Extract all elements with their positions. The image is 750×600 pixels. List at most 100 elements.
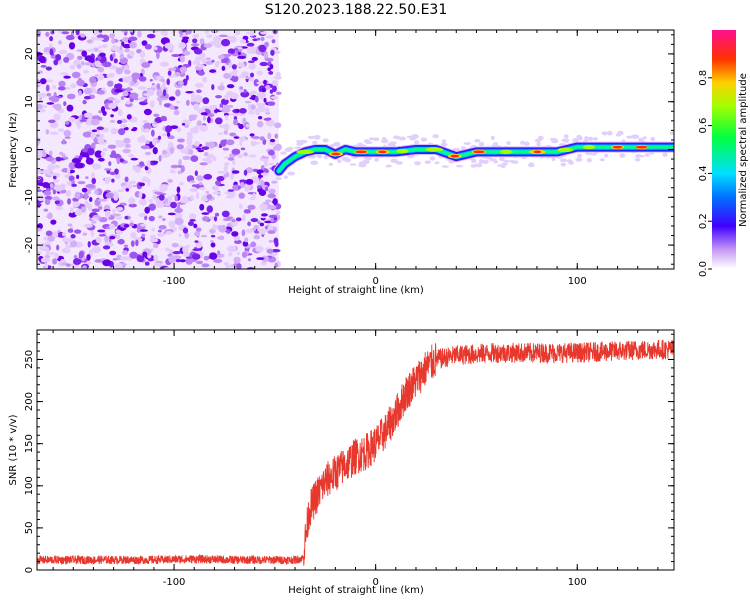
noise-speck: [217, 132, 223, 135]
noise-speck: [132, 166, 142, 172]
noise-speck: [58, 128, 65, 133]
noise-speck: [252, 38, 258, 42]
noise-speck: [142, 251, 148, 258]
noise-speck: [158, 194, 165, 201]
noise-speck: [274, 75, 282, 80]
noise-speck: [81, 61, 85, 66]
noise-speck: [221, 65, 226, 71]
noise-speck: [130, 240, 135, 247]
colorbar-label: Normalized spectral amplitude: [738, 73, 749, 227]
noise-speck: [52, 175, 57, 180]
snr-y-axis-label: SNR (10 * v/v): [8, 414, 19, 485]
noise-speck: [52, 178, 60, 183]
noise-speck: [84, 55, 94, 62]
noise-speck: [169, 104, 175, 110]
noise-speck: [174, 217, 184, 226]
noise-speck: [124, 48, 130, 53]
colorbar-tick-label: 0.8: [698, 70, 709, 86]
noise-speck: [225, 195, 235, 199]
noise-speck: [122, 91, 129, 97]
noise-speck: [99, 52, 106, 57]
noise-speck: [164, 42, 174, 49]
noise-speck: [170, 201, 177, 209]
noise-speck: [156, 232, 165, 237]
noise-speck: [202, 216, 210, 222]
ridge-halo-speck: [363, 139, 370, 144]
noise-speck: [193, 103, 200, 111]
noise-speck: [98, 234, 106, 237]
noise-speck: [264, 160, 268, 167]
noise-speck: [253, 79, 260, 87]
noise-speck: [98, 116, 103, 121]
noise-speck: [84, 62, 93, 66]
noise-speck: [44, 262, 49, 269]
noise-speck: [213, 184, 219, 192]
noise-speck: [109, 223, 116, 230]
noise-speck: [196, 175, 204, 182]
ridge-halo-speck: [310, 160, 319, 165]
noise-speck: [197, 63, 205, 68]
noise-speck: [105, 192, 114, 199]
noise-speck: [205, 60, 214, 65]
ridge-halo-speck: [434, 161, 440, 165]
ridge-halo-speck: [313, 134, 321, 140]
noise-speck: [179, 181, 184, 186]
noise-speck: [207, 113, 215, 118]
noise-speck: [158, 224, 167, 230]
noise-speck: [62, 231, 66, 237]
ridge-hotspot: [396, 148, 409, 154]
noise-speck: [144, 261, 150, 266]
noise-speck: [257, 104, 265, 111]
y-tick-label: 150: [24, 434, 35, 453]
noise-speck: [52, 189, 56, 195]
noise-speck: [176, 186, 181, 194]
noise-speck: [149, 234, 157, 240]
noise-speck: [128, 203, 137, 208]
noise-speck: [181, 30, 187, 33]
noise-speck: [175, 258, 182, 263]
noise-speck: [37, 30, 41, 38]
noise-speck: [163, 103, 172, 108]
noise-speck: [143, 128, 150, 133]
noise-speck: [242, 240, 249, 247]
noise-speck: [111, 178, 115, 183]
noise-speck: [83, 87, 93, 95]
noise-speck: [73, 255, 78, 259]
noise-speck: [90, 133, 96, 140]
noise-speck: [201, 146, 210, 151]
noise-speck: [77, 55, 83, 60]
noise-speck: [63, 156, 69, 160]
noise-speck: [71, 157, 82, 164]
noise-speck: [209, 252, 218, 260]
noise-speck: [238, 203, 243, 209]
noise-speck: [262, 157, 269, 163]
noise-speck: [64, 136, 71, 139]
noise-speck: [79, 150, 89, 158]
noise-speck: [66, 167, 71, 174]
noise-speck: [233, 116, 238, 121]
noise-speck: [267, 205, 277, 210]
noise-speck: [150, 30, 160, 33]
noise-speck: [98, 216, 108, 223]
noise-speck: [239, 89, 245, 93]
y-tick-label: 100: [24, 476, 35, 495]
noise-speck: [117, 109, 123, 117]
noise-speck: [68, 175, 75, 182]
noise-speck: [199, 38, 205, 45]
noise-speck: [177, 203, 181, 211]
noise-speck: [215, 180, 222, 186]
noise-speck: [58, 40, 62, 45]
noise-speck: [89, 76, 97, 84]
noise-speck: [108, 102, 117, 110]
noise-speck: [258, 91, 266, 99]
noise-speck: [236, 263, 242, 269]
ridge-halo-speck: [568, 160, 574, 165]
noise-speck: [69, 240, 78, 248]
noise-speck: [138, 86, 145, 90]
noise-speck: [168, 141, 174, 149]
noise-speck: [84, 95, 91, 100]
ridge-halo-speck: [586, 158, 592, 163]
noise-speck: [54, 253, 59, 259]
noise-speck: [172, 255, 182, 260]
noise-speck: [169, 147, 175, 155]
